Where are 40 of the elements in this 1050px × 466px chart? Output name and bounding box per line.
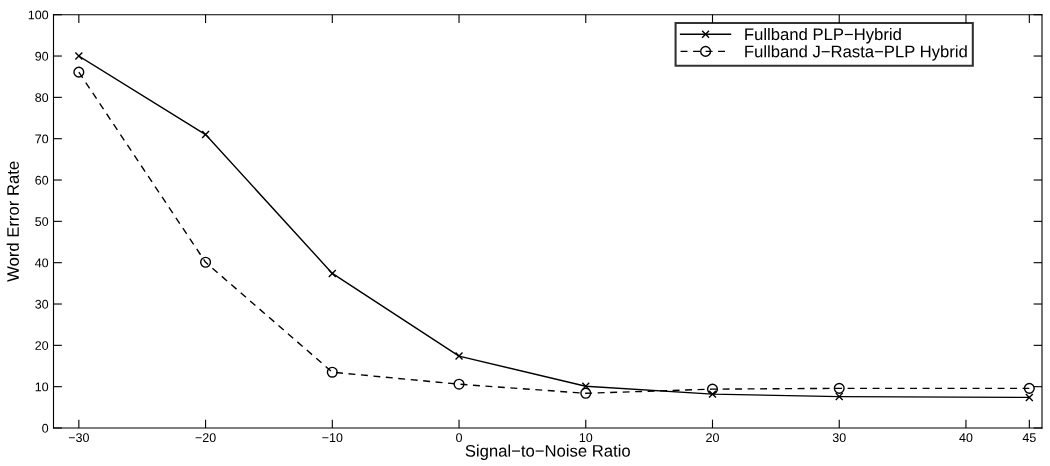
y-tick-label: 60 xyxy=(35,175,49,185)
y-tick-label: 90 xyxy=(35,51,49,61)
x-tick-label: 10 xyxy=(579,433,593,443)
point xyxy=(454,351,464,361)
point xyxy=(706,383,719,395)
y-tick-label: 50 xyxy=(35,217,49,226)
y-tick-label: 100 xyxy=(28,10,49,20)
point xyxy=(328,269,337,278)
legend-label: Fullband J−Rasta−PLP Hybrid xyxy=(745,45,967,61)
x-tick-label: −30 xyxy=(68,433,89,443)
y-tick-label: 0 xyxy=(42,423,49,433)
x-tick-label: 40 xyxy=(959,433,973,443)
x-tick-label: −20 xyxy=(195,433,216,443)
x-tick-label: 45 xyxy=(1022,433,1036,443)
legend-label: Fullband PLP−Hybrid xyxy=(745,27,901,44)
point xyxy=(200,256,212,268)
point xyxy=(453,378,465,390)
point xyxy=(73,66,85,78)
y-tick-label: 80 xyxy=(35,93,49,103)
y-tick-label: 40 xyxy=(35,258,49,268)
y-tick-label: 10 xyxy=(35,382,49,392)
point xyxy=(201,130,210,139)
x-axis-title: Signal−to−Noise Ratio xyxy=(465,444,630,461)
point xyxy=(581,382,590,391)
point xyxy=(708,389,717,399)
point xyxy=(1025,393,1034,402)
y-tick-label: 20 xyxy=(35,341,49,350)
point xyxy=(1023,382,1035,394)
x-tick-label: 20 xyxy=(706,433,719,443)
x-tick-label: 0 xyxy=(456,433,463,443)
point xyxy=(74,51,84,61)
y-axis-title: Word Error Rate xyxy=(6,161,19,282)
x-tick-label: −10 xyxy=(322,433,343,443)
point xyxy=(580,387,592,399)
y-tick-label: 30 xyxy=(35,299,49,309)
x-tick-label: 30 xyxy=(832,433,846,443)
point xyxy=(326,366,338,378)
point xyxy=(833,382,845,394)
y-tick-label: 70 xyxy=(35,134,49,144)
point xyxy=(835,392,844,401)
